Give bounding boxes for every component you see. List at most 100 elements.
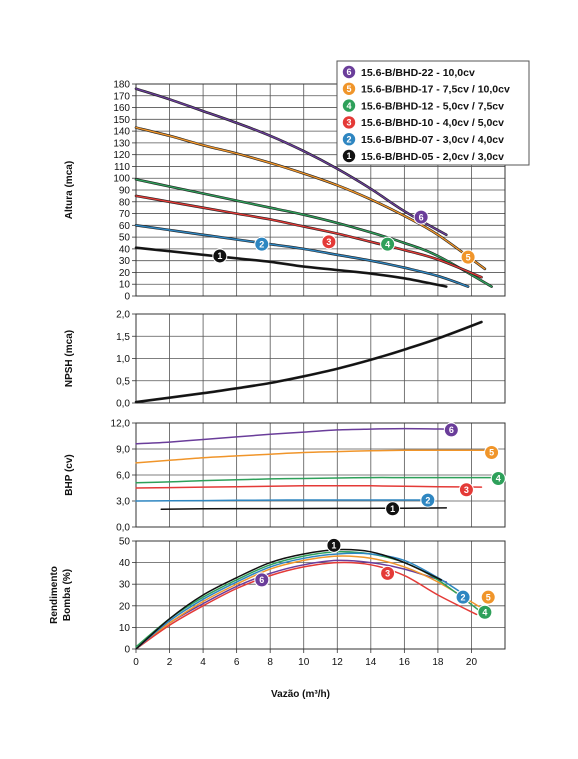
legend-marker-label-5: 5: [346, 84, 351, 94]
bhp-ytick-label: 0,0: [116, 523, 130, 534]
legend-marker-label-2: 2: [346, 134, 351, 144]
series-line-rendimento-2: [135, 552, 469, 650]
altura-ytick-label: 120: [113, 150, 130, 161]
altura-ytick-label: 10: [119, 280, 131, 291]
rendimento-xtick-label: 2: [167, 657, 173, 668]
altura-ytick-label: 130: [113, 138, 130, 149]
rendimento-series-marker-2: [455, 589, 471, 605]
rendimento-series-marker-1: [326, 537, 342, 553]
legend-marker-label-6: 6: [346, 67, 351, 77]
altura-ytick-label: 160: [113, 103, 130, 114]
series-line-altura-6: [135, 88, 447, 236]
altura-ytick-label: 30: [119, 256, 131, 267]
rendimento-xtick-label: 18: [432, 657, 444, 668]
rendimento-xtick-label: 6: [234, 657, 240, 668]
rendimento-plot-frame: [135, 540, 506, 650]
rendimento-ylabel-line2: Bomba (%): [62, 569, 73, 621]
rendimento-ytick-label: 0: [124, 645, 130, 656]
bhp-series-marker-label-3: 3: [464, 485, 469, 495]
legend-marker-label-1: 1: [346, 151, 351, 161]
legend-entry-label-6: 15.6-B/BHD-22 - 10,0cv: [361, 67, 475, 79]
altura-ytick-label: 90: [119, 186, 131, 197]
altura-panel: 0102030405060708090100110120130140150160…: [64, 60, 530, 303]
bhp-series-marker-3: [458, 482, 474, 498]
series-line-altura-2-outline: [134, 224, 470, 288]
bhp-series-marker-label-5: 5: [489, 448, 494, 458]
series-line-bhp-3: [135, 485, 483, 489]
legend-box: [336, 60, 530, 166]
series-line-npsh-outline: [134, 320, 483, 404]
series-line-altura-3: [135, 195, 483, 278]
series-line-altura-4: [135, 178, 493, 288]
rendimento-ytick-label: 20: [119, 601, 131, 612]
bhp-series-marker-5: [484, 444, 500, 460]
legend-marker-2: [342, 133, 356, 146]
altura-series-marker-4: [380, 236, 396, 252]
series-line-rendimento-3: [135, 561, 478, 650]
altura-series-marker-label-1: 1: [217, 251, 222, 261]
rendimento-xlabel: Vazão (m³/h): [271, 689, 330, 700]
rendimento-ytick-label: 40: [119, 558, 131, 569]
altura-series-marker-3: [321, 234, 337, 250]
rendimento-series-marker-label-1: 1: [331, 541, 336, 551]
rendimento-ylabel-line1: Rendimento: [49, 566, 60, 624]
rendimento-xtick-label: 14: [365, 657, 377, 668]
bhp-panel: 0,0 3,0 6,0 9,0 12,0 BHP (cv) 6 5 4 3 2 1: [64, 419, 506, 534]
legend-entry-label-2: 15.6-B/BHD-07 - 3,0cv / 4,0cv: [361, 134, 504, 146]
altura-series-marker-label-5: 5: [466, 252, 471, 262]
series-line-altura-2: [135, 224, 469, 288]
altura-ytick-label: 80: [119, 197, 131, 208]
bhp-ytick-label: 9,0: [116, 445, 130, 456]
altura-series-marker-label-3: 3: [326, 237, 331, 247]
legend-marker-label-4: 4: [346, 101, 351, 111]
bhp-series-marker-2: [420, 492, 436, 508]
bhp-ytick-label: 6,0: [116, 471, 130, 482]
legend-marker-3: [342, 116, 356, 129]
legend: 6 15.6-B/BHD-22 - 10,0cv 5 15.6-B/BHD-17 - …: [336, 60, 530, 166]
series-line-altura-3-outline: [134, 194, 483, 279]
altura-ytick-label: 170: [113, 91, 130, 102]
altura-series-marker-2: [254, 236, 270, 252]
series-line-rendimento-6: [135, 559, 448, 650]
altura-ytick-label: 180: [113, 80, 130, 91]
npsh-ytick-label: 0,5: [116, 376, 130, 387]
altura-ytick-label: 150: [113, 115, 130, 126]
legend-entry-label-4: 15.6-B/BHD-12 - 5,0cv / 7,5cv: [361, 100, 504, 112]
rendimento-xtick-label: 20: [466, 657, 478, 668]
rendimento-ytick-label: 30: [119, 580, 131, 591]
npsh-ytick-label: 0,0: [116, 399, 130, 410]
altura-plot-frame: [135, 83, 506, 297]
series-line-rendimento-1: [135, 548, 443, 650]
rendimento-series-marker-5: [480, 589, 496, 605]
altura-ytick-label: 0: [124, 292, 130, 303]
series-line-bhp-6: [135, 427, 448, 445]
altura-ytick-label: 50: [119, 233, 131, 244]
rendimento-xtick-label: 0: [133, 657, 139, 668]
rendimento-ytick-label: 10: [119, 623, 131, 634]
bhp-series-marker-label-6: 6: [449, 425, 454, 435]
series-line-bhp-5: [135, 449, 489, 464]
bhp-series-marker-4: [490, 470, 506, 486]
bhp-ylabel: BHP (cv): [64, 454, 75, 496]
altura-series-marker-5: [460, 249, 476, 265]
series-line-bhp-1: [160, 507, 448, 510]
series-line-bhp-2: [135, 499, 434, 502]
rendimento-ytick-label: 50: [119, 537, 131, 548]
rendimento-series-marker-label-3: 3: [385, 569, 390, 579]
legend-entry-label-5: 15.6-B/BHD-17 - 7,5cv / 10,0cv: [361, 84, 510, 96]
legend-marker-1: [342, 149, 356, 163]
bhp-ytick-label: 12,0: [111, 419, 131, 430]
npsh-ytick-label: 1,5: [116, 332, 130, 343]
altura-ylabel: Altura (mca): [64, 161, 75, 219]
bhp-series-marker-label-4: 4: [496, 474, 501, 484]
legend-marker-5: [342, 82, 356, 96]
legend-marker-4: [342, 99, 356, 112]
rendimento-xtick-label: 12: [332, 657, 344, 668]
npsh-ytick-label: 2,0: [116, 310, 130, 321]
rendimento-series-marker-4: [477, 604, 493, 620]
rendimento-series-marker-label-5: 5: [486, 592, 491, 602]
rendimento-series-marker-6: [254, 572, 270, 588]
series-line-npsh: [135, 321, 483, 403]
